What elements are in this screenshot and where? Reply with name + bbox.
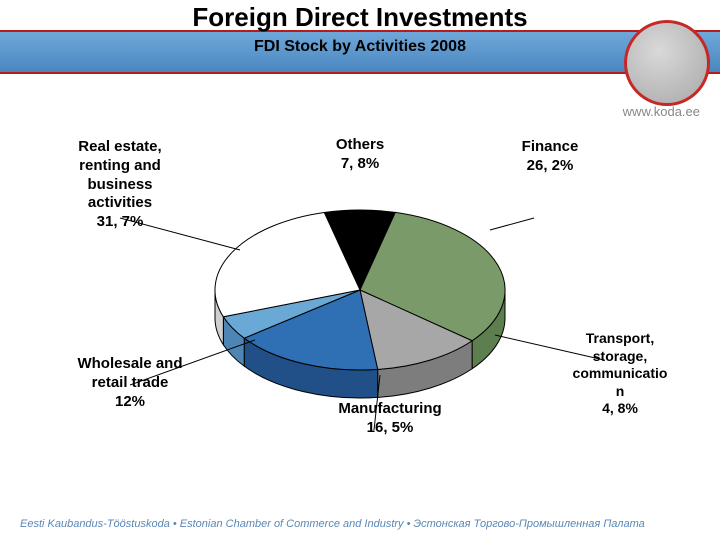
- slice-label: Real estate,renting andbusinessactivitie…: [50, 138, 190, 232]
- site-url: www.koda.ee: [623, 104, 700, 119]
- footer-text: Eesti Kaubandus-Tööstuskoda • Estonian C…: [20, 518, 645, 530]
- page-title: Foreign Direct Investments: [0, 2, 720, 33]
- logo-badge: [624, 20, 710, 106]
- page-subtitle: FDI Stock by Activities 2008: [0, 38, 720, 56]
- slice-label: Others7, 8%: [300, 136, 420, 174]
- slice-label: Manufacturing16, 5%: [310, 400, 470, 438]
- slice-label: Transport,storage,communication4, 8%: [540, 330, 700, 418]
- slice-label: Wholesale andretail trade12%: [50, 355, 210, 411]
- pie-chart: Others7, 8% Real estate,renting andbusine…: [0, 130, 720, 470]
- slice-label: Finance26, 2%: [470, 138, 630, 176]
